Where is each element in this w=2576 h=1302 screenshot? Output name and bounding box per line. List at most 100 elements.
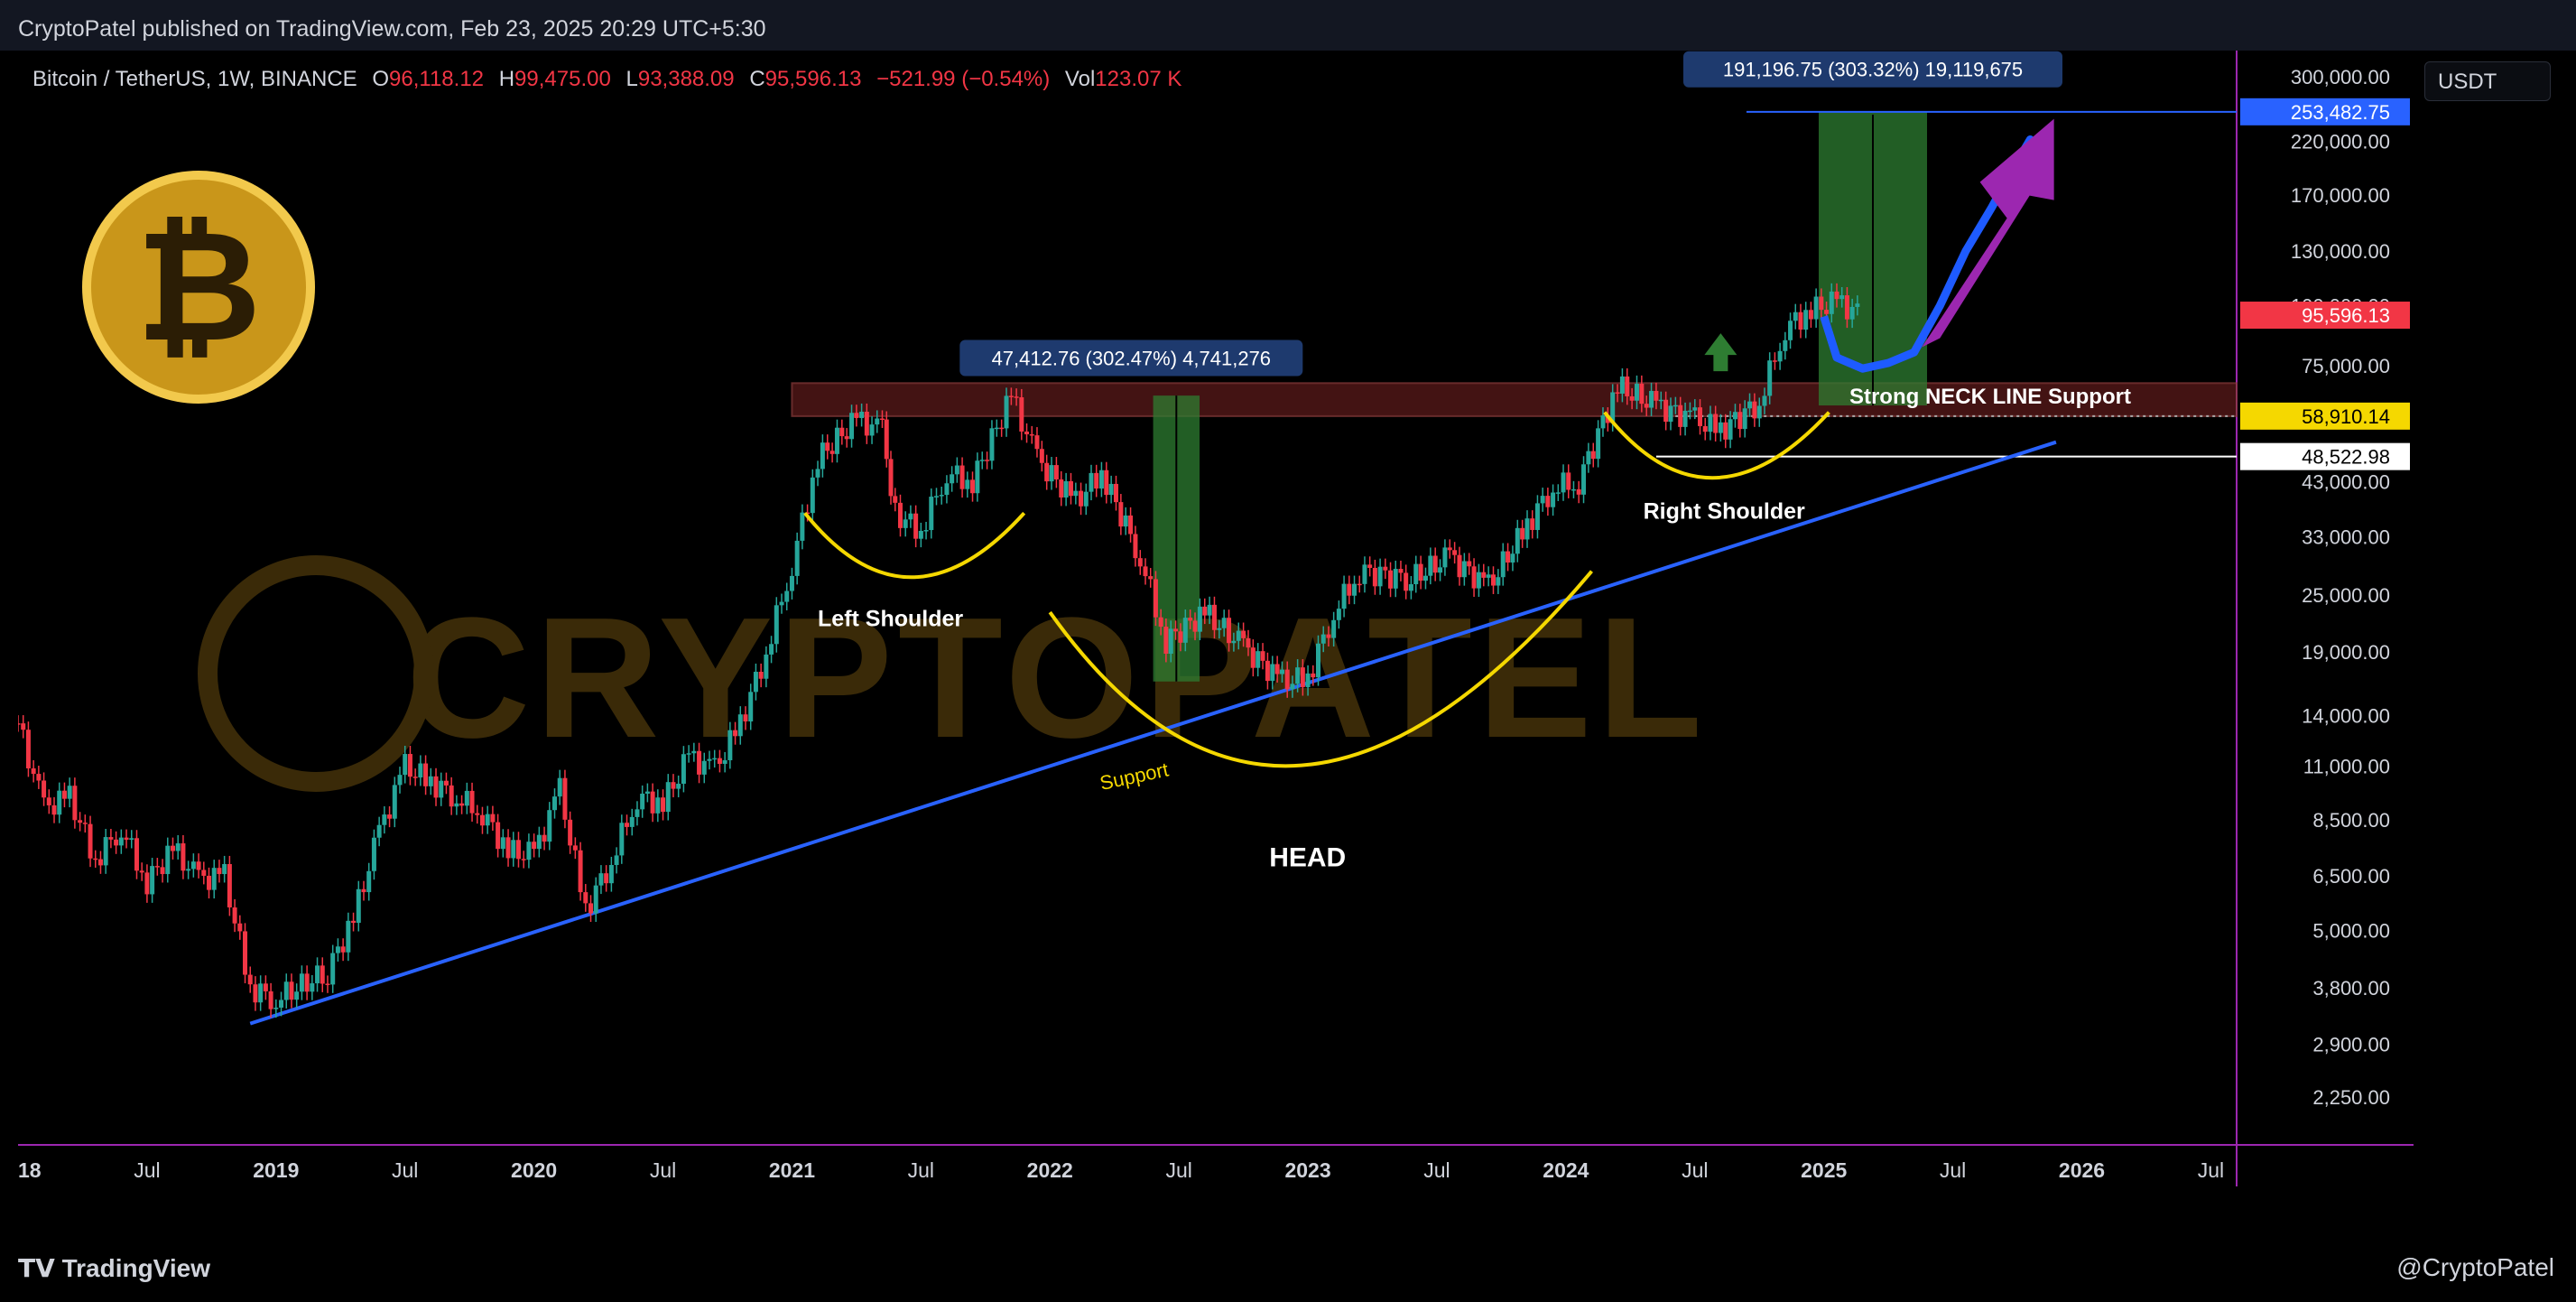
- support-trendline[interactable]: [249, 440, 2057, 1026]
- candle-body[interactable]: [1658, 399, 1663, 402]
- candle-body[interactable]: [351, 920, 357, 924]
- candle-body[interactable]: [557, 777, 562, 797]
- candle-body[interactable]: [1663, 399, 1669, 423]
- candle-body[interactable]: [1555, 492, 1561, 494]
- candle-body[interactable]: [93, 858, 98, 860]
- right-shoulder-arc[interactable]: [1603, 411, 1830, 480]
- candle-body[interactable]: [207, 875, 212, 890]
- candle-body[interactable]: [1747, 401, 1753, 409]
- candle-body[interactable]: [1236, 630, 1241, 641]
- candle-body[interactable]: [88, 823, 93, 859]
- candle-body[interactable]: [1094, 472, 1099, 489]
- candle-body[interactable]: [1331, 619, 1337, 638]
- candle-body[interactable]: [1089, 472, 1094, 492]
- candle-body[interactable]: [61, 790, 67, 799]
- candle-body[interactable]: [1625, 376, 1630, 396]
- candle-body[interactable]: [839, 427, 845, 437]
- candle-body[interactable]: [661, 797, 666, 813]
- candle-body[interactable]: [1143, 566, 1148, 577]
- candle-body[interactable]: [1168, 628, 1173, 655]
- candle-body[interactable]: [532, 842, 537, 850]
- candle-body[interactable]: [407, 754, 412, 777]
- candle-body[interactable]: [562, 777, 568, 820]
- candle-body[interactable]: [758, 672, 764, 679]
- candle-body[interactable]: [608, 864, 614, 884]
- candle-body[interactable]: [717, 758, 722, 764]
- candle-body[interactable]: [1227, 618, 1232, 644]
- candle-body[interactable]: [1256, 651, 1261, 668]
- candle-body[interactable]: [1447, 547, 1452, 551]
- candle-body[interactable]: [67, 786, 72, 799]
- candle-body[interactable]: [1118, 502, 1124, 527]
- candle-body[interactable]: [1300, 667, 1305, 688]
- candle-body[interactable]: [382, 814, 387, 825]
- candle-body[interactable]: [655, 797, 661, 814]
- candle-body[interactable]: [1295, 667, 1301, 684]
- candle-body[interactable]: [959, 465, 965, 489]
- candle-body[interactable]: [933, 496, 939, 498]
- candle-body[interactable]: [46, 797, 51, 805]
- candle-body[interactable]: [697, 750, 702, 775]
- candle-body[interactable]: [650, 791, 655, 814]
- candle-body[interactable]: [635, 809, 640, 817]
- candle-body[interactable]: [1265, 660, 1270, 682]
- candle-body[interactable]: [1682, 410, 1688, 427]
- candle-body[interactable]: [412, 777, 418, 778]
- candle-body[interactable]: [1500, 551, 1506, 578]
- candle-body[interactable]: [722, 759, 727, 764]
- candle-body[interactable]: [869, 424, 875, 436]
- candle-body[interactable]: [1029, 433, 1034, 436]
- candle-body[interactable]: [1461, 561, 1467, 578]
- candle-body[interactable]: [1004, 395, 1009, 429]
- candle-body[interactable]: [1566, 472, 1571, 490]
- candle-body[interactable]: [1545, 496, 1551, 507]
- candle-body[interactable]: [1422, 575, 1428, 581]
- candle-body[interactable]: [944, 483, 950, 496]
- candle-body[interactable]: [629, 816, 635, 827]
- candle-body[interactable]: [42, 780, 47, 798]
- candle-body[interactable]: [144, 872, 150, 895]
- candle-body[interactable]: [551, 796, 557, 811]
- candle-body[interactable]: [454, 803, 459, 807]
- candle-body[interactable]: [1718, 422, 1723, 433]
- candle-body[interactable]: [1600, 415, 1606, 429]
- candle-body[interactable]: [283, 981, 289, 1000]
- candle-body[interactable]: [154, 866, 160, 868]
- candle-body[interactable]: [1615, 392, 1620, 394]
- candle-body[interactable]: [1649, 390, 1654, 408]
- candle-body[interactable]: [500, 837, 505, 850]
- candle-body[interactable]: [598, 873, 604, 886]
- candle-body[interactable]: [1728, 419, 1733, 440]
- candle-body[interactable]: [1673, 405, 1678, 407]
- candle-body[interactable]: [1311, 673, 1316, 678]
- candle-body[interactable]: [1398, 569, 1404, 573]
- candle-body[interactable]: [1079, 490, 1084, 507]
- candle-body[interactable]: [196, 861, 201, 870]
- candle-body[interactable]: [505, 837, 511, 859]
- candle-body[interactable]: [954, 465, 959, 475]
- candle-body[interactable]: [1713, 414, 1719, 433]
- candle-body[interactable]: [78, 820, 83, 823]
- candle-body[interactable]: [1783, 339, 1788, 351]
- candle-body[interactable]: [864, 412, 869, 436]
- candle-body[interactable]: [578, 850, 583, 893]
- candle-body[interactable]: [1687, 410, 1692, 413]
- candle-body[interactable]: [1008, 395, 1014, 397]
- candle-body[interactable]: [875, 418, 880, 425]
- candle-body[interactable]: [1014, 396, 1019, 398]
- candle-body[interactable]: [181, 843, 186, 871]
- candle-body[interactable]: [346, 920, 351, 953]
- candle-body[interactable]: [849, 413, 855, 440]
- candle-body[interactable]: [150, 866, 155, 895]
- candle-body[interactable]: [994, 427, 999, 430]
- candle-body[interactable]: [1467, 561, 1472, 567]
- candle-body[interactable]: [583, 892, 588, 904]
- candle-body[interactable]: [913, 513, 919, 539]
- candle-body[interactable]: [950, 474, 955, 484]
- candle-body[interactable]: [433, 776, 439, 798]
- candle-body[interactable]: [970, 479, 976, 494]
- candle-body[interactable]: [1207, 604, 1212, 616]
- candle-body[interactable]: [1762, 395, 1767, 406]
- currency-button[interactable]: USDT: [2424, 61, 2551, 101]
- candle-body[interactable]: [985, 460, 990, 461]
